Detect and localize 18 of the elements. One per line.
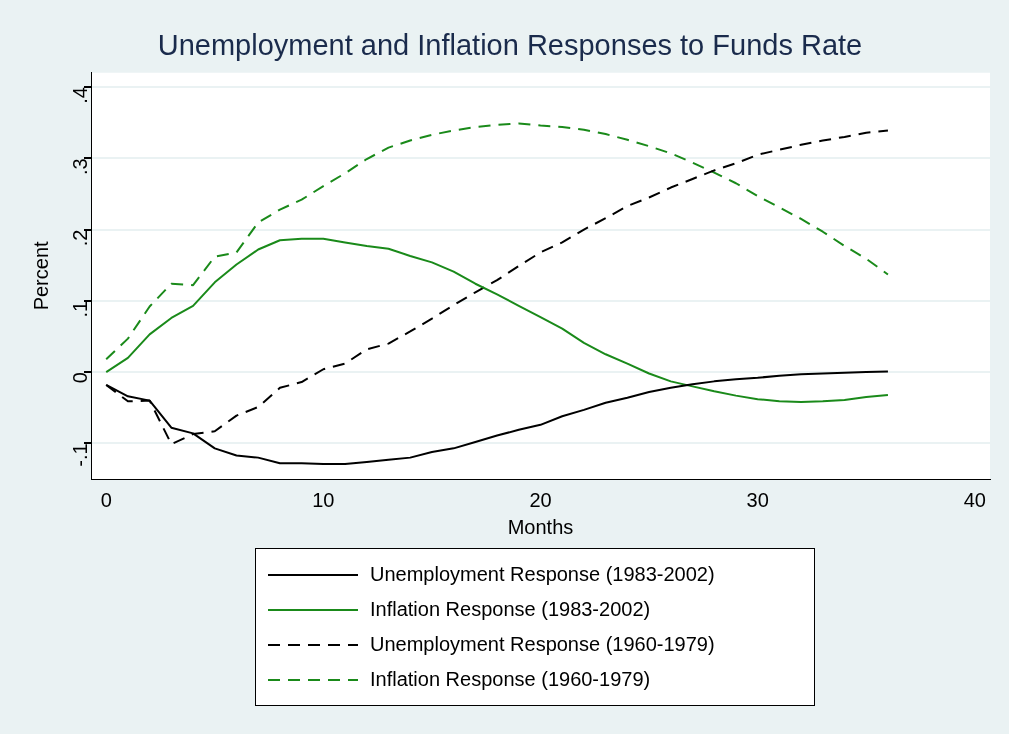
x-tick-label: 40 xyxy=(963,488,986,511)
legend-label: Inflation Response (1960-1979) xyxy=(370,668,651,691)
y-tick-label: .1 xyxy=(68,300,91,318)
y-axis-title: Percent xyxy=(29,241,52,311)
legend-label: Inflation Response (1983-2002) xyxy=(370,598,651,621)
y-tick-label: -.1 xyxy=(68,443,91,467)
x-tick-label: 20 xyxy=(529,488,552,511)
x-tick-label: 30 xyxy=(746,488,769,511)
y-tick-label: 0 xyxy=(68,372,91,384)
y-tick-label: .3 xyxy=(68,158,91,175)
chart-title: Unemployment and Inflation Responses to Funds Rate xyxy=(157,29,863,62)
x-axis-title: Months xyxy=(507,515,574,538)
x-tick-label: 10 xyxy=(312,488,335,511)
legend-label: Unemployment Response (1983-2002) xyxy=(370,563,715,586)
x-tick-label: 0 xyxy=(100,488,112,511)
y-tick-label: .4 xyxy=(68,87,91,104)
y-tick-label: .2 xyxy=(68,229,91,247)
legend-label: Unemployment Response (1960-1979) xyxy=(370,633,715,656)
